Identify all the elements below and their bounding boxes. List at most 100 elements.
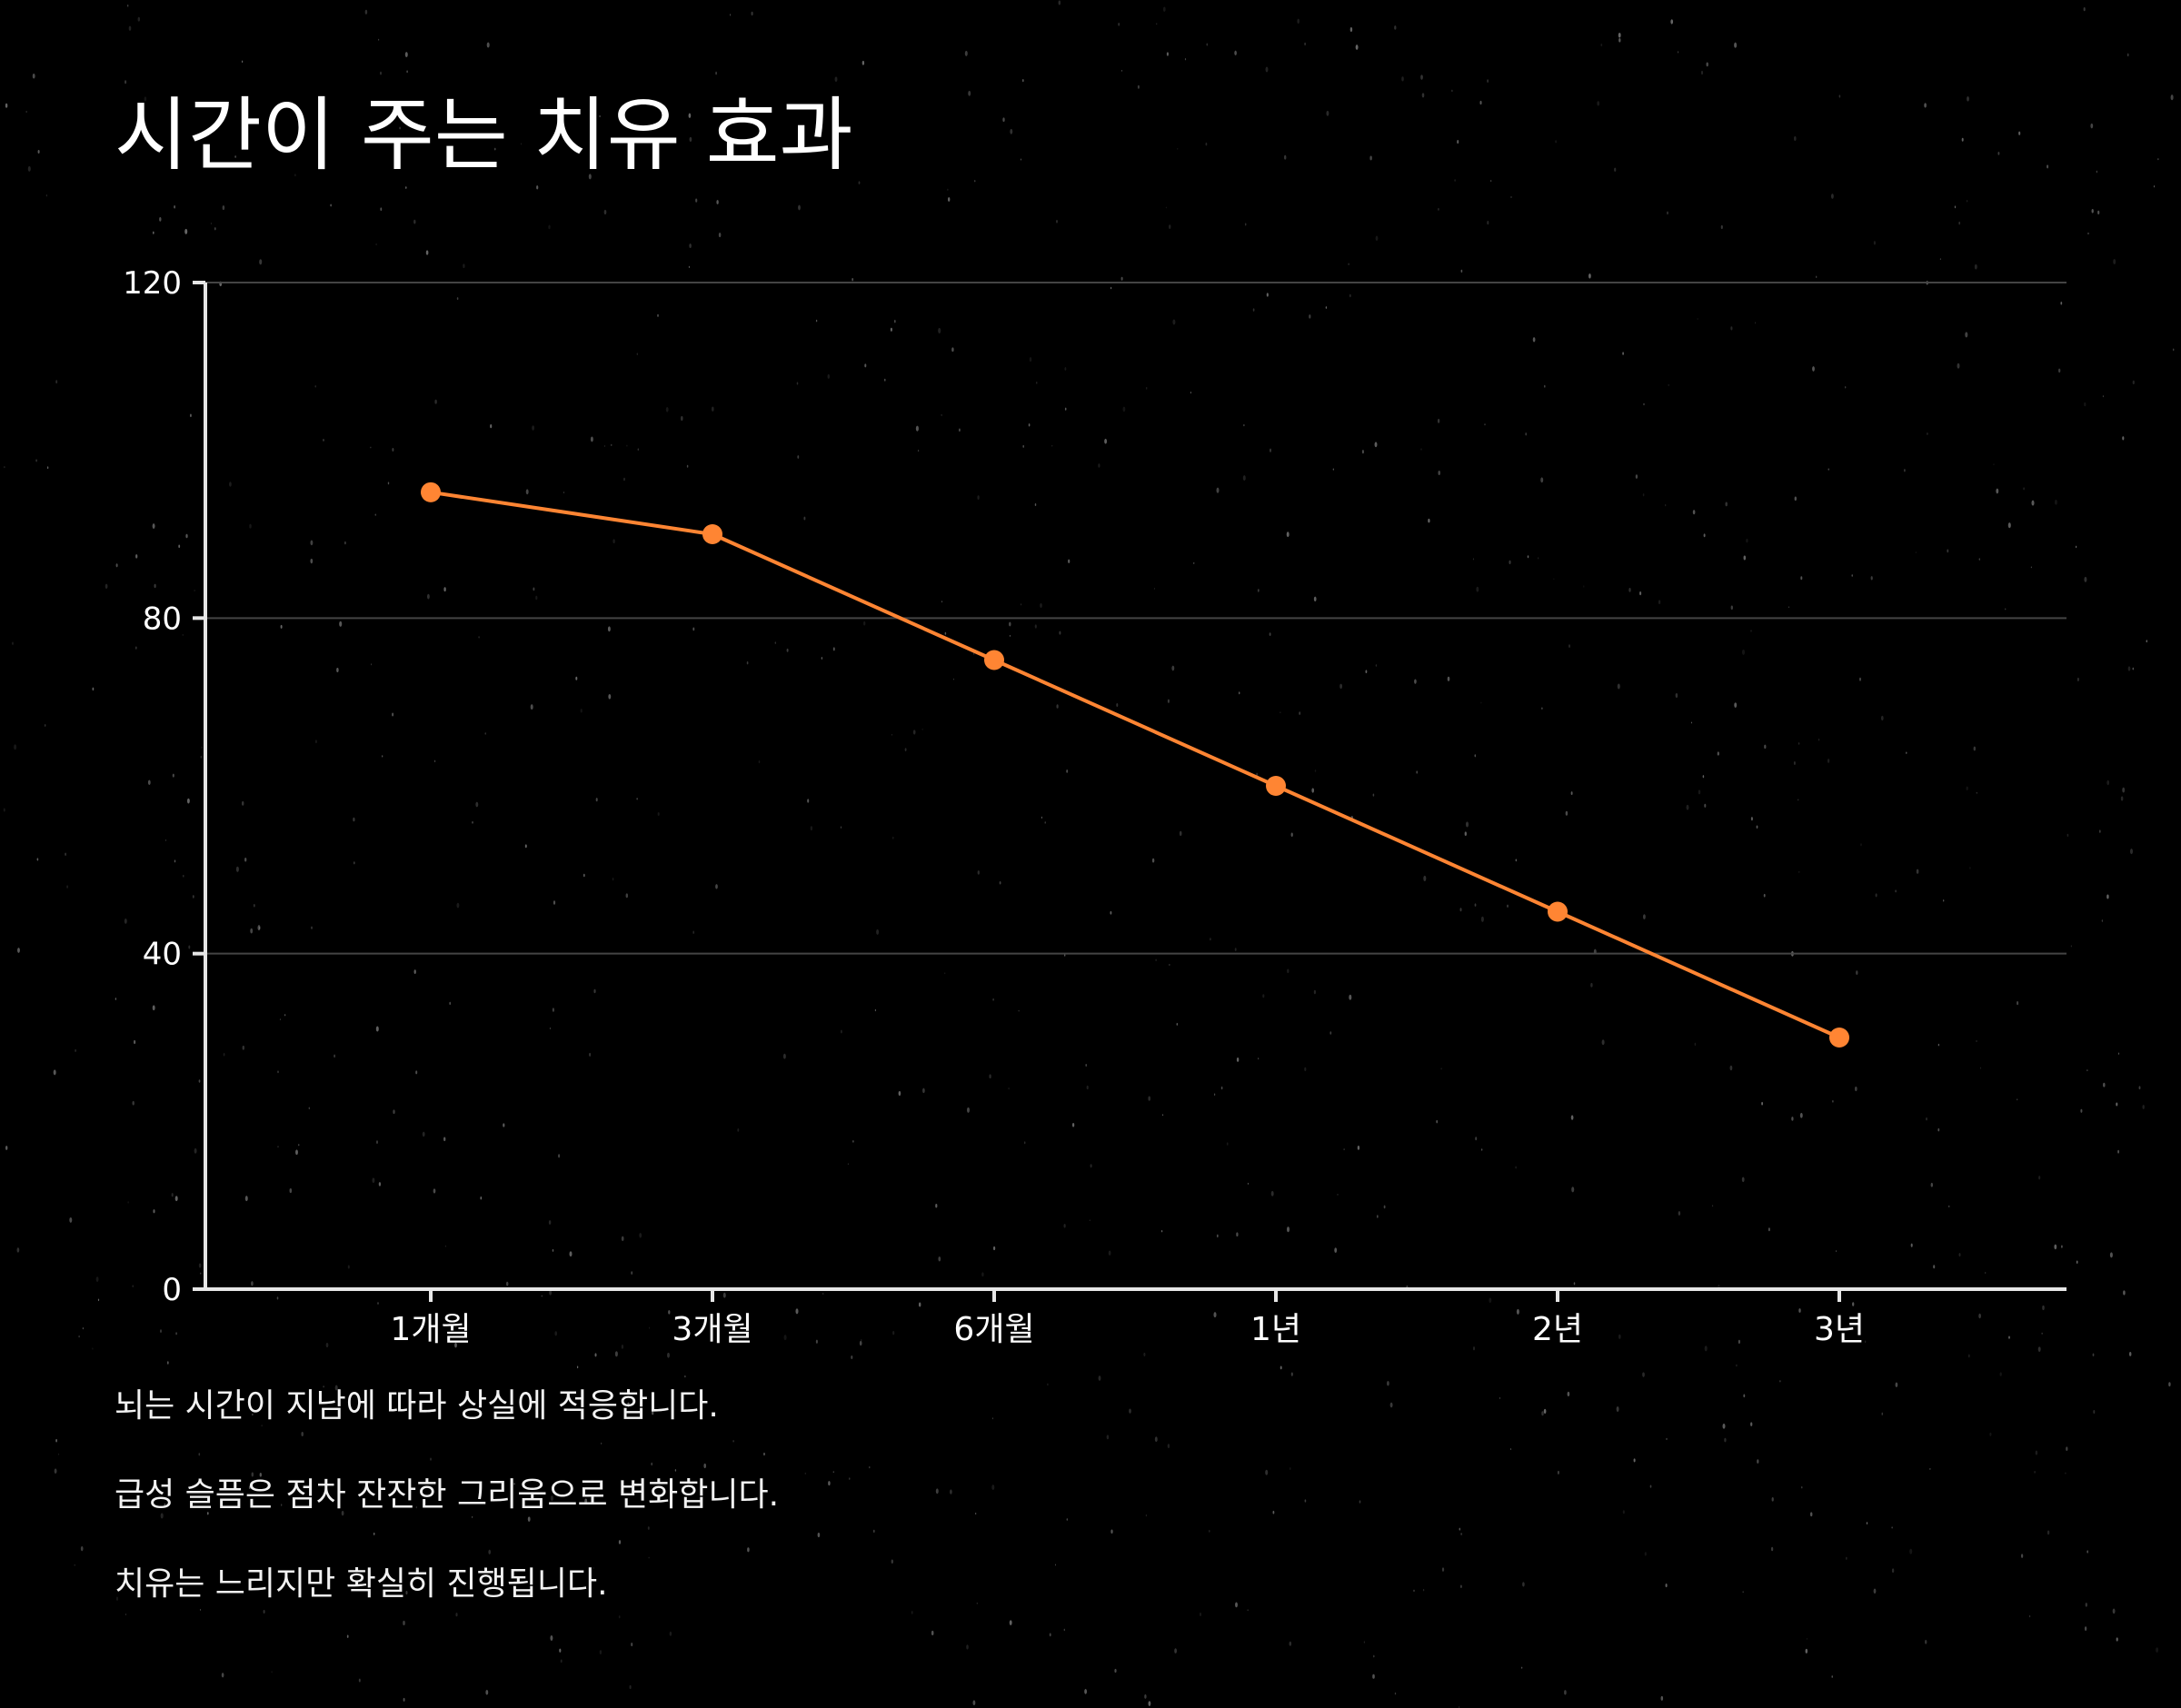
speckle	[1570, 1115, 1574, 1120]
speckle	[134, 1039, 136, 1045]
speckle	[1022, 444, 1024, 448]
speckle	[941, 413, 942, 416]
speckle	[1145, 1514, 1148, 1517]
speckle	[330, 204, 332, 207]
speckle	[434, 399, 437, 404]
speckle	[1148, 1701, 1151, 1706]
speckle	[1499, 1396, 1500, 1399]
speckle	[815, 1339, 818, 1344]
speckle	[1154, 1436, 1158, 1443]
speckle	[1104, 438, 1108, 444]
speckle	[639, 1232, 642, 1238]
speckle	[1226, 1142, 1229, 1146]
speckle	[1691, 721, 1692, 724]
speckle	[827, 373, 831, 379]
speckle	[376, 1140, 378, 1144]
speckle	[301, 1431, 304, 1437]
speckle	[32, 73, 35, 79]
speckle	[259, 927, 261, 929]
speckle	[1996, 488, 1999, 494]
speckle	[1704, 803, 1707, 808]
speckle	[1022, 79, 1024, 83]
speckle	[1750, 817, 1753, 821]
speckle	[674, 1469, 677, 1472]
speckle	[433, 760, 436, 763]
speckle	[851, 1355, 853, 1360]
speckle	[1793, 761, 1796, 765]
speckle	[1750, 1422, 1753, 1426]
speckle	[1265, 66, 1269, 73]
speckle	[1798, 742, 1800, 745]
speckle	[1800, 576, 1803, 581]
speckle	[667, 1352, 670, 1358]
speckle	[1153, 587, 1155, 590]
speckle	[137, 16, 141, 22]
speckle	[1176, 1022, 1179, 1026]
speckle	[1236, 1232, 1239, 1237]
speckle	[1670, 19, 1674, 25]
speckle	[621, 1236, 624, 1242]
speckle	[1827, 759, 1830, 763]
speckle	[1047, 1383, 1049, 1386]
speckle	[594, 1353, 597, 1357]
speckle	[1297, 18, 1300, 24]
speckle	[1852, 1302, 1855, 1306]
speckle	[380, 71, 382, 75]
speckle	[601, 1442, 603, 1445]
speckle	[271, 1671, 273, 1673]
speckle	[834, 76, 838, 83]
speckle	[975, 1512, 977, 1515]
speckle	[1348, 263, 1349, 265]
speckle	[1618, 32, 1621, 38]
page-title: 시간이 주는 치유 효과	[115, 88, 853, 182]
speckle	[1806, 1638, 1808, 1640]
speckle	[948, 197, 951, 202]
speckle	[958, 428, 961, 432]
speckle	[1750, 630, 1752, 632]
speckle	[1569, 644, 1570, 648]
speckle	[861, 60, 865, 65]
speckle	[69, 1216, 73, 1223]
speckle	[2065, 1472, 2066, 1475]
speckle	[941, 601, 943, 603]
speckle	[174, 859, 176, 863]
note-grief-changes: 급성 슬픔은 점차 잔잔한 그리움으로 변화합니다.	[115, 1476, 780, 1514]
speckle	[2103, 1082, 2106, 1087]
speckle	[1965, 332, 1968, 338]
speckle	[314, 740, 317, 744]
speckle	[2054, 499, 2057, 505]
speckle	[1172, 319, 1176, 325]
speckle	[1304, 42, 1306, 46]
speckle	[1313, 989, 1316, 995]
speckle	[931, 1630, 934, 1636]
speckle	[1389, 1402, 1393, 1408]
speckle	[241, 800, 244, 806]
speckle	[1311, 788, 1315, 793]
speckle	[2132, 380, 2135, 385]
speckle	[1761, 1101, 1764, 1106]
speckle	[1484, 423, 1486, 426]
speckle	[1394, 1692, 1397, 1695]
speckle	[244, 1196, 248, 1202]
speckle	[153, 1209, 155, 1214]
speckle	[310, 540, 314, 546]
speckle	[503, 1123, 505, 1127]
speckle	[257, 925, 261, 931]
speckle	[550, 1635, 553, 1641]
speckle	[2084, 402, 2086, 407]
speckle	[2007, 522, 2011, 529]
speckle	[1948, 1205, 1950, 1208]
speckle	[125, 1614, 126, 1615]
speckle	[488, 1549, 492, 1554]
speckle	[1247, 1182, 1249, 1185]
speckle	[2097, 210, 2100, 215]
speckle	[1009, 1620, 1012, 1625]
speckle	[160, 1329, 162, 1333]
y-axis-ticks: 0 40 80 120	[123, 265, 205, 1308]
speckle	[558, 1154, 561, 1158]
speckle	[1472, 558, 1474, 561]
speckle	[354, 861, 355, 865]
speckle	[651, 1462, 653, 1466]
speckle	[603, 444, 606, 448]
speckle	[404, 52, 408, 58]
